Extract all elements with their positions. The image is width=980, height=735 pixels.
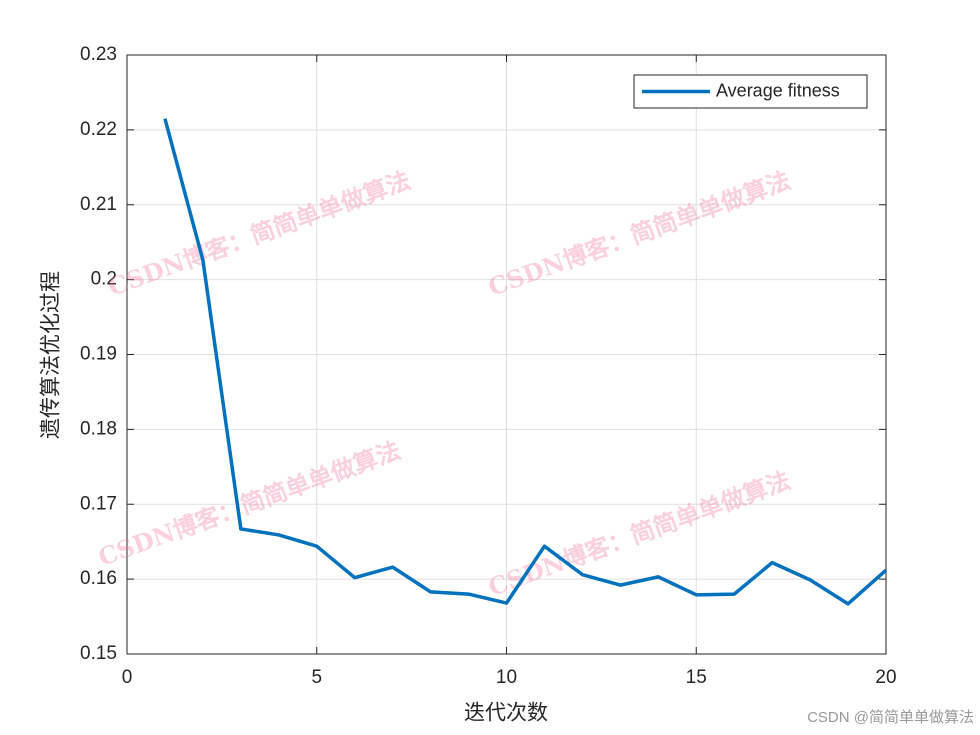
x-tick-label: 10 [496,667,517,688]
footer: CSDN @简简单单做算法 [807,708,974,726]
x-tick-label: 20 [875,667,896,688]
plot-frame [126,54,887,655]
y-tick-label: 0.2 [91,269,117,290]
y-tick-label: 0.18 [80,418,117,439]
y-tick-label: 0.22 [80,119,117,140]
y-tick-label: 0.17 [80,493,117,514]
y-tick-label: 0.23 [80,44,117,65]
y-axis-label: 遗传算法优化过程 [39,271,63,439]
x-tick-label: 15 [686,667,707,688]
data-line [163,118,888,606]
y-tick-label: 0.19 [80,344,117,365]
y-tick-label: 0.21 [80,194,117,215]
x-axis-label: 迭代次数 [464,701,548,725]
x-tick-label: 0 [122,667,133,688]
y-tick-label: 0.15 [80,643,117,664]
y-tick-label: 0.16 [80,568,117,589]
x-tick-label: 5 [311,667,322,688]
legend-label: Average fitness [716,80,840,100]
